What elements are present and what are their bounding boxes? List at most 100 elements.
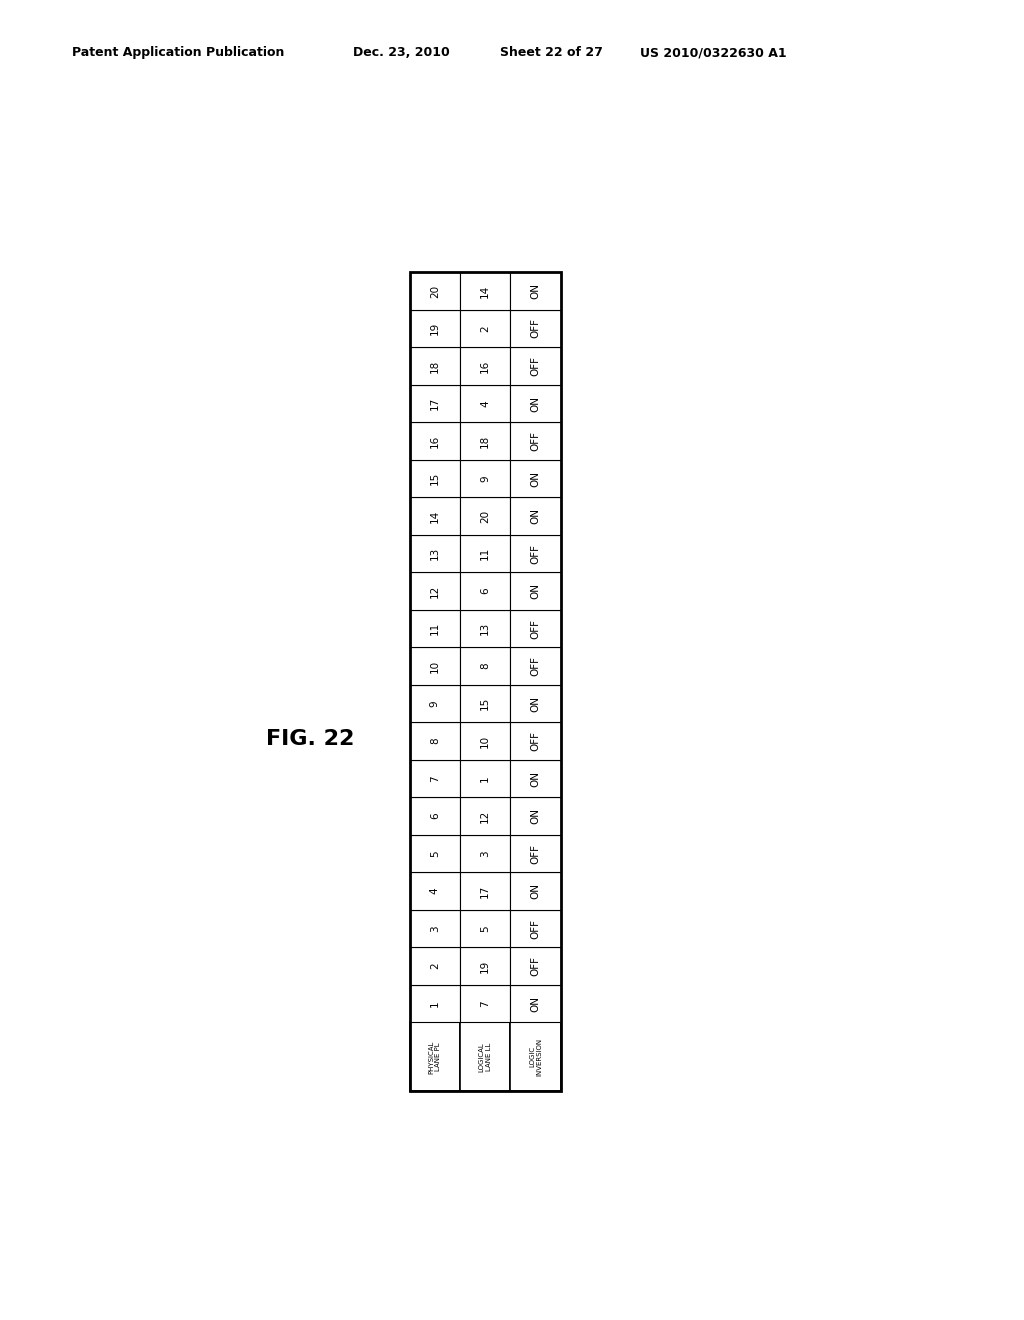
Text: 6: 6 (430, 813, 440, 820)
Text: ON: ON (530, 771, 541, 787)
Text: 14: 14 (430, 510, 440, 523)
Bar (460, 347, 510, 384)
Text: 3: 3 (430, 925, 440, 932)
Text: 17: 17 (480, 884, 490, 898)
Text: OFF: OFF (530, 919, 541, 939)
Bar (460, 272, 510, 310)
Text: 4: 4 (480, 400, 490, 407)
Text: FIG. 22: FIG. 22 (266, 729, 354, 750)
Bar (510, 722, 560, 760)
Text: 8: 8 (430, 738, 440, 744)
Text: 11: 11 (430, 622, 440, 635)
Bar (410, 384, 460, 422)
Bar (510, 459, 560, 498)
Text: 2: 2 (430, 962, 440, 969)
Text: OFF: OFF (530, 956, 541, 975)
Bar (460, 985, 510, 1022)
Bar (510, 310, 560, 347)
Bar (510, 498, 560, 535)
Text: 20: 20 (480, 510, 490, 523)
Text: 10: 10 (430, 660, 440, 673)
Text: 16: 16 (430, 434, 440, 447)
Bar (410, 760, 460, 797)
Bar (410, 722, 460, 760)
Bar (410, 347, 460, 384)
Text: LOGICAL
LANE LL: LOGICAL LANE LL (478, 1041, 492, 1072)
Bar (460, 834, 510, 873)
Bar (460, 1022, 510, 1092)
Text: Sheet 22 of 27: Sheet 22 of 27 (500, 46, 602, 59)
Bar (510, 760, 560, 797)
Text: ON: ON (530, 583, 541, 599)
Text: 18: 18 (480, 434, 490, 447)
Text: 13: 13 (480, 622, 490, 635)
Bar (460, 948, 510, 985)
Text: OFF: OFF (530, 356, 541, 376)
Text: 2: 2 (480, 325, 490, 331)
Bar (410, 459, 460, 498)
Text: OFF: OFF (530, 843, 541, 863)
Text: 12: 12 (430, 585, 440, 598)
Text: 19: 19 (480, 960, 490, 973)
Bar (510, 347, 560, 384)
Bar (410, 834, 460, 873)
Bar (510, 873, 560, 909)
Text: 7: 7 (430, 775, 440, 781)
Bar (410, 573, 460, 610)
Text: PHYSICAL
LANE PL: PHYSICAL LANE PL (428, 1040, 441, 1073)
Bar (410, 272, 560, 1092)
Bar (460, 873, 510, 909)
Text: OFF: OFF (530, 432, 541, 451)
Bar (510, 1022, 560, 1092)
Bar (510, 797, 560, 834)
Bar (460, 384, 510, 422)
Bar (510, 985, 560, 1022)
Text: ON: ON (530, 282, 541, 300)
Bar (410, 272, 460, 310)
Text: 20: 20 (430, 284, 440, 297)
Bar (410, 948, 460, 985)
Bar (510, 535, 560, 573)
Bar (410, 647, 460, 685)
Bar (410, 797, 460, 834)
Bar (460, 797, 510, 834)
Text: 18: 18 (430, 359, 440, 372)
Bar (510, 685, 560, 722)
Bar (460, 722, 510, 760)
Bar (410, 422, 460, 459)
Bar (510, 834, 560, 873)
Text: 7: 7 (480, 1001, 490, 1007)
Text: OFF: OFF (530, 731, 541, 751)
Text: 1: 1 (480, 775, 490, 781)
Text: 6: 6 (480, 587, 490, 594)
Text: ON: ON (530, 696, 541, 711)
Bar (460, 422, 510, 459)
Text: 11: 11 (480, 546, 490, 560)
Bar (410, 310, 460, 347)
Text: 19: 19 (430, 322, 440, 335)
Text: 9: 9 (430, 700, 440, 706)
Text: ON: ON (530, 808, 541, 824)
Text: 5: 5 (430, 850, 440, 857)
Bar (510, 647, 560, 685)
Bar (510, 909, 560, 948)
Text: OFF: OFF (530, 318, 541, 338)
Text: 10: 10 (480, 734, 490, 747)
Text: OFF: OFF (530, 656, 541, 676)
Text: 14: 14 (480, 284, 490, 297)
Bar (460, 610, 510, 647)
Text: 17: 17 (430, 397, 440, 411)
Bar (510, 422, 560, 459)
Bar (410, 985, 460, 1022)
Text: US 2010/0322630 A1: US 2010/0322630 A1 (640, 46, 786, 59)
Bar (460, 459, 510, 498)
Bar (410, 685, 460, 722)
Bar (510, 573, 560, 610)
Text: ON: ON (530, 508, 541, 524)
Text: 16: 16 (480, 359, 490, 372)
Text: ON: ON (530, 396, 541, 412)
Text: 5: 5 (480, 925, 490, 932)
Bar (410, 909, 460, 948)
Text: 8: 8 (480, 663, 490, 669)
Bar (460, 647, 510, 685)
